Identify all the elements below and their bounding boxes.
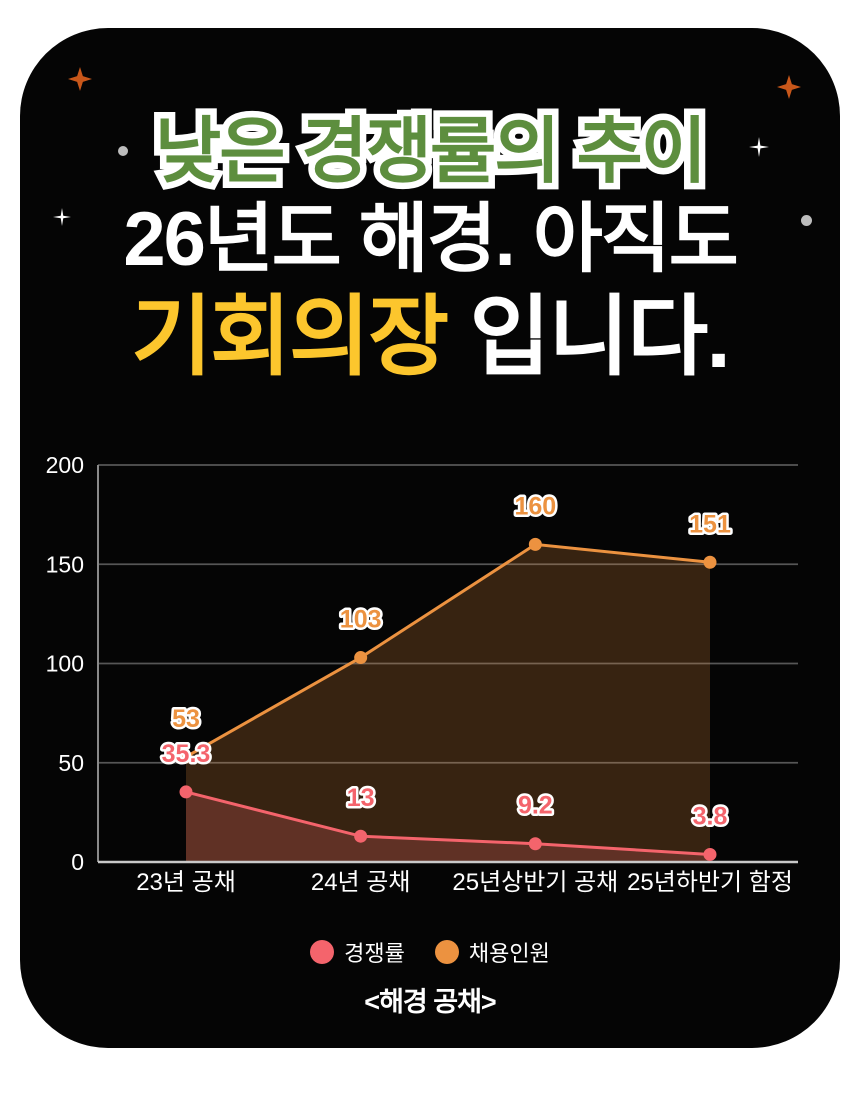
data-label: 9.2 — [518, 792, 553, 820]
title-line-1-outline: 낮은 경쟁률의 추이 — [149, 106, 714, 199]
legend-label: 경쟁률 — [344, 941, 405, 966]
chart-caption: <해경 공채> — [364, 987, 496, 1017]
category-label: 25년상반기 공채 — [452, 869, 618, 896]
data-label: 13 — [347, 784, 375, 812]
data-label: 35.3 — [162, 740, 211, 768]
data-label: 3.8 — [693, 802, 728, 830]
data-label: 103 — [340, 606, 382, 634]
category-label: 25년하반기 함정 — [627, 869, 793, 896]
data-point — [528, 837, 542, 851]
series-line-채용인원 — [185, 542, 711, 759]
y-tick-label: 50 — [58, 750, 84, 776]
data-point — [703, 555, 717, 569]
dot-icon — [801, 215, 812, 226]
line-chart: 0 50 100 150 200 53 103 160 151 35.3 13 9.2 3.8 23년 공… — [46, 452, 798, 896]
legend-dot-icon — [310, 940, 335, 964]
dot-icon — [118, 146, 128, 156]
category-label: 24년 공채 — [311, 869, 411, 896]
legend-item-competition-rate: 경쟁률 — [310, 936, 405, 968]
data-point — [354, 829, 368, 843]
category-label: 23년 공채 — [136, 869, 236, 896]
y-tick-label: 100 — [46, 651, 84, 677]
title-line-3: 기회의장 입니다. — [0, 286, 860, 388]
title-line-3-rest: 입니다. — [447, 287, 730, 386]
y-tick-label: 150 — [46, 551, 84, 577]
data-point — [179, 785, 193, 799]
title-line-3-highlight: 기회의장 — [131, 287, 449, 386]
title-line-2: 26년도 해경. 아직도 — [123, 197, 738, 282]
legend-item-hired-count: 채용인원 — [434, 936, 550, 968]
page-title: 낮은 경쟁률의 추이 낮은 경쟁률의 추이 26년도 해경. 아직도 기회의장 … — [0, 106, 860, 388]
data-label: 53 — [172, 705, 200, 733]
data-point — [179, 750, 193, 764]
area-fill-경쟁률 — [186, 791, 710, 862]
data-point — [354, 651, 368, 665]
data-label: 151 — [689, 510, 731, 538]
y-tick-label: 0 — [71, 849, 84, 875]
data-label: 160 — [514, 492, 556, 520]
chart-legend: 경쟁률 채용인원 — [0, 936, 860, 968]
data-point — [703, 847, 717, 861]
series-line-경쟁률 — [185, 790, 711, 856]
legend-label: 채용인원 — [468, 941, 550, 966]
title-line-1-text: 낮은 경쟁률의 추이 — [155, 112, 707, 192]
poster-card — [20, 28, 840, 1048]
area-fill-채용인원 — [186, 544, 710, 862]
y-tick-label: 200 — [46, 452, 84, 478]
title-line-1: 낮은 경쟁률의 추이 낮은 경쟁률의 추이 — [0, 106, 860, 199]
legend-dot-icon — [434, 940, 459, 964]
data-point — [528, 537, 542, 551]
